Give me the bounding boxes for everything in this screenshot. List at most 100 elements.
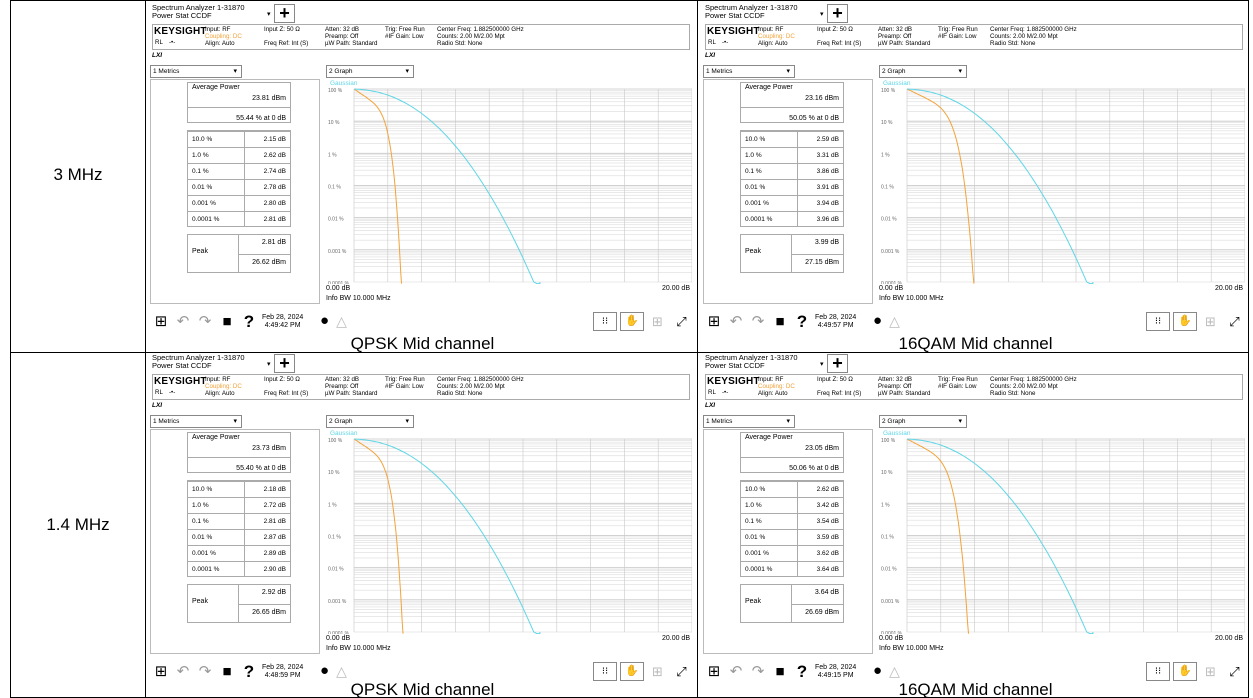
y-tick-label: 0.0001 % bbox=[881, 631, 903, 634]
row-label: 1.4 MHz bbox=[46, 515, 110, 534]
folder-icon[interactable]: ■ bbox=[222, 663, 232, 680]
coupling-setting: Coupling: DC bbox=[205, 383, 242, 390]
folder-icon[interactable]: ■ bbox=[775, 313, 785, 330]
metrics-window[interactable]: Average Power 23.05 dBm 50.06 % at 0 dB … bbox=[703, 429, 873, 654]
measurement-dropdown-arrow[interactable]: ▾ bbox=[267, 11, 271, 18]
add-screen-button[interactable]: + bbox=[274, 4, 295, 23]
folder-icon[interactable]: ■ bbox=[222, 313, 232, 330]
undo-icon[interactable]: ↶ bbox=[729, 663, 743, 680]
clock-time: 4:48:59 PM bbox=[264, 672, 301, 679]
warning-icon[interactable]: △ bbox=[336, 313, 347, 329]
message-icon[interactable]: ● bbox=[872, 312, 883, 329]
chevron-down-icon: ▾ bbox=[233, 418, 237, 425]
graph-window-dropdown[interactable]: 2 Graph ▾ bbox=[326, 415, 414, 428]
ccdf-metrics-table: 10.0 % 2.18 dB 1.0 % 2.72 dB 0.1 % 2.81 … bbox=[187, 480, 291, 577]
y-tick-label: 0.1 % bbox=[881, 185, 894, 191]
keyboard-icon[interactable]: ⁝⁝ bbox=[593, 312, 617, 331]
y-tick-label: 0.01 % bbox=[328, 217, 344, 223]
fullscreen-icon[interactable]: ⤢ bbox=[1229, 664, 1240, 679]
redo-icon[interactable]: ↷ bbox=[751, 663, 765, 680]
info-bw-label: Info BW 10.000 MHz bbox=[879, 645, 944, 652]
measurement-dropdown-arrow[interactable]: ▾ bbox=[267, 361, 271, 368]
undo-icon[interactable]: ↶ bbox=[176, 663, 190, 680]
message-icon[interactable]: ● bbox=[872, 662, 883, 679]
keysight-logo: KEYSIGHT bbox=[154, 376, 207, 387]
help-icon[interactable]: ? bbox=[243, 662, 255, 681]
touch-icon[interactable]: ✋ bbox=[1173, 662, 1197, 681]
settings-panel[interactable]: KEYSIGHT RL -•- Input: RF Coupling: DC A… bbox=[705, 24, 1243, 50]
windows-start-icon[interactable]: ⊞ bbox=[707, 663, 721, 680]
settings-panel[interactable]: KEYSIGHT RL -•- Input: RF Coupling: DC A… bbox=[705, 374, 1243, 400]
ccdf-graph-window[interactable]: Gaussian 100 % 10 % 1 % 0.1 % 0.01 % 0.001 % 0… bbox=[879, 429, 1246, 654]
multi-screen-icon[interactable]: ⊞ bbox=[1205, 664, 1216, 679]
windows-start-icon[interactable]: ⊞ bbox=[154, 313, 168, 330]
keyboard-icon[interactable]: ⁝⁝ bbox=[1146, 312, 1170, 331]
metrics-window[interactable]: Average Power 23.81 dBm 55.44 % at 0 dB … bbox=[150, 79, 320, 304]
redo-icon[interactable]: ↷ bbox=[198, 663, 212, 680]
ccdf-graph-window[interactable]: Gaussian 100 % 10 % 1 % 0.1 % 0.01 % 0.001 % 0… bbox=[326, 429, 693, 654]
fullscreen-icon[interactable]: ⤢ bbox=[676, 664, 687, 679]
freq-ref-setting: Freq Ref: Int (S) bbox=[264, 390, 309, 397]
y-tick-label: 10 % bbox=[881, 120, 893, 126]
fullscreen-icon[interactable]: ⤢ bbox=[1229, 314, 1240, 329]
peak-box: Peak 2.81 dB 26.62 dBm bbox=[187, 234, 291, 273]
help-icon[interactable]: ? bbox=[243, 312, 255, 331]
gaussian-legend: Gaussian bbox=[330, 430, 358, 437]
windows-start-icon[interactable]: ⊞ bbox=[154, 663, 168, 680]
row-divider bbox=[10, 352, 1249, 353]
window-title: Spectrum Analyzer 1-31870 bbox=[705, 3, 798, 12]
multi-screen-icon[interactable]: ⊞ bbox=[652, 664, 663, 679]
metrics-window-dropdown[interactable]: 1 Metrics ▾ bbox=[150, 65, 242, 78]
add-screen-button[interactable]: + bbox=[827, 354, 848, 373]
add-screen-button[interactable]: + bbox=[827, 4, 848, 23]
touch-icon[interactable]: ✋ bbox=[620, 312, 644, 331]
undo-icon[interactable]: ↶ bbox=[729, 313, 743, 330]
fullscreen-icon[interactable]: ⤢ bbox=[676, 314, 687, 329]
metrics-window[interactable]: Average Power 23.73 dBm 55.40 % at 0 dB … bbox=[150, 429, 320, 654]
measurement-dropdown-arrow[interactable]: ▾ bbox=[820, 361, 824, 368]
touch-icon[interactable]: ✋ bbox=[1173, 312, 1197, 331]
redo-icon[interactable]: ↷ bbox=[198, 313, 212, 330]
multi-screen-icon[interactable]: ⊞ bbox=[1205, 314, 1216, 329]
multi-screen-icon[interactable]: ⊞ bbox=[652, 314, 663, 329]
metrics-window[interactable]: Average Power 23.16 dBm 50.05 % at 0 dB … bbox=[703, 79, 873, 304]
graph-window-dropdown[interactable]: 2 Graph ▾ bbox=[326, 65, 414, 78]
panel-caption: 16QAM Mid channel bbox=[898, 680, 1053, 698]
graph-window-dropdown[interactable]: 2 Graph ▾ bbox=[879, 415, 967, 428]
graph-window-dropdown[interactable]: 2 Graph ▾ bbox=[879, 65, 967, 78]
help-icon[interactable]: ? bbox=[796, 312, 808, 331]
metrics-window-dropdown[interactable]: 1 Metrics ▾ bbox=[703, 415, 795, 428]
metrics-window-dropdown[interactable]: 1 Metrics ▾ bbox=[150, 415, 242, 428]
warning-icon[interactable]: △ bbox=[889, 663, 900, 679]
rl-label: RL bbox=[708, 39, 716, 46]
touch-icon[interactable]: ✋ bbox=[620, 662, 644, 681]
settings-panel[interactable]: KEYSIGHT RL -•- Input: RF Coupling: DC A… bbox=[152, 374, 690, 400]
help-icon[interactable]: ? bbox=[796, 662, 808, 681]
folder-icon[interactable]: ■ bbox=[775, 663, 785, 680]
system-clock: Feb 28, 2024 4:49:15 PM bbox=[815, 664, 856, 680]
settings-panel[interactable]: KEYSIGHT RL -•- Input: RF Coupling: DC A… bbox=[152, 24, 690, 50]
metric-value: 2.90 dB bbox=[263, 566, 286, 573]
windows-start-icon[interactable]: ⊞ bbox=[707, 313, 721, 330]
ccdf-graph-window[interactable]: Gaussian 100 % 10 % 1 % 0.1 % 0.01 % 0.001 % 0… bbox=[879, 79, 1246, 304]
message-icon[interactable]: ● bbox=[319, 312, 330, 329]
input-z-setting: Input Z: 50 Ω bbox=[817, 376, 853, 383]
undo-icon[interactable]: ↶ bbox=[176, 313, 190, 330]
metric-row: 0.001 % 2.80 dB bbox=[188, 195, 290, 211]
metric-value: 3.42 dB bbox=[816, 502, 839, 509]
redo-icon[interactable]: ↷ bbox=[751, 313, 765, 330]
metric-percent: 1.0 % bbox=[745, 502, 762, 509]
if-gain-setting: #IF Gain: Low bbox=[385, 33, 424, 40]
message-icon[interactable]: ● bbox=[319, 662, 330, 679]
metric-percent: 0.001 % bbox=[745, 550, 769, 557]
measurement-dropdown-arrow[interactable]: ▾ bbox=[820, 11, 824, 18]
window-title: Spectrum Analyzer 1-31870 bbox=[152, 353, 245, 362]
metrics-window-dropdown[interactable]: 1 Metrics ▾ bbox=[703, 65, 795, 78]
ccdf-graph-window[interactable]: Gaussian 100 % 10 % 1 % 0.1 % 0.01 % 0.001 % 0… bbox=[326, 79, 693, 304]
keyboard-icon[interactable]: ⁝⁝ bbox=[1146, 662, 1170, 681]
add-screen-button[interactable]: + bbox=[274, 354, 295, 373]
instrument-taskbar: ⊞ ↶ ↷ ■ ? Feb 28, 2024 4:49:42 PM ● △ ⁝⁝… bbox=[150, 306, 695, 336]
warning-icon[interactable]: △ bbox=[336, 663, 347, 679]
keyboard-icon[interactable]: ⁝⁝ bbox=[593, 662, 617, 681]
warning-icon[interactable]: △ bbox=[889, 313, 900, 329]
